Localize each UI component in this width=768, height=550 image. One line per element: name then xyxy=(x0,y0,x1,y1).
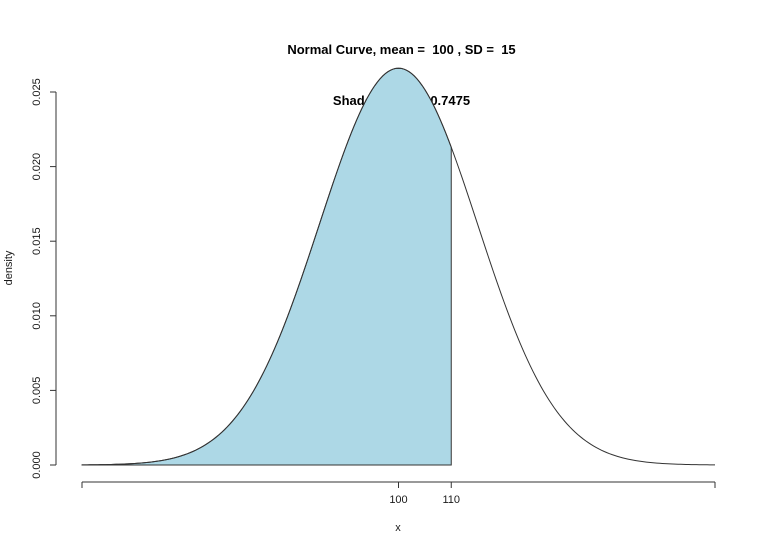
y-tick-label: 0.000 xyxy=(31,451,43,479)
axes-layer: 0.000 0.005 0.010 0.015 0.020 0.025 100 110 xyxy=(31,78,716,506)
x-tick-label: 100 xyxy=(389,494,407,506)
density-curve-layer xyxy=(81,67,716,466)
y-axis-label: density xyxy=(3,250,15,285)
shaded-area xyxy=(81,67,452,466)
y-tick-label: 0.020 xyxy=(31,153,43,181)
y-tick-label: 0.005 xyxy=(31,377,43,405)
density-curve xyxy=(81,67,716,466)
y-tick-label: 0.025 xyxy=(31,78,43,106)
x-tick-label: 110 xyxy=(442,494,460,506)
y-tick-label: 0.015 xyxy=(31,227,43,255)
chart-title-line1: Normal Curve, mean = 100 , SD = 15 xyxy=(287,42,516,57)
shaded-area-layer xyxy=(81,67,452,466)
y-tick-label: 0.010 xyxy=(31,302,43,330)
x-axis-label: x xyxy=(395,522,401,534)
